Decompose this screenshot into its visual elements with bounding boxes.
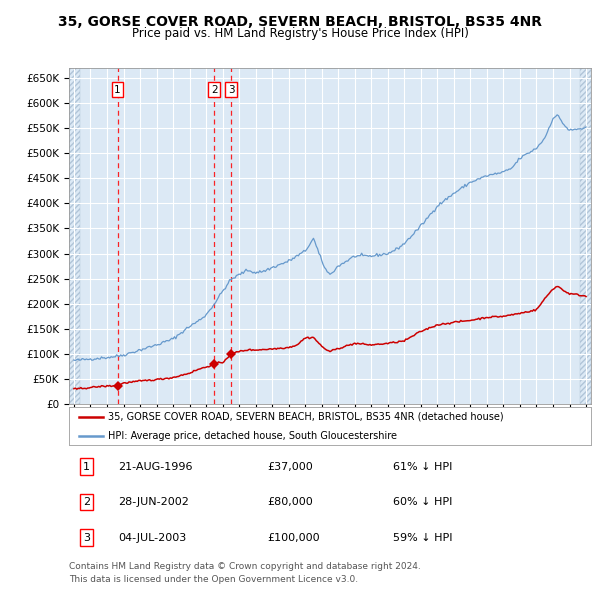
Text: 3: 3 xyxy=(83,533,90,543)
Text: Contains HM Land Registry data © Crown copyright and database right 2024.: Contains HM Land Registry data © Crown c… xyxy=(69,562,421,571)
Text: 3: 3 xyxy=(228,85,235,95)
Text: Price paid vs. HM Land Registry's House Price Index (HPI): Price paid vs. HM Land Registry's House … xyxy=(131,27,469,40)
Text: 1: 1 xyxy=(114,85,121,95)
Text: £80,000: £80,000 xyxy=(268,497,313,507)
Text: 60% ↓ HPI: 60% ↓ HPI xyxy=(392,497,452,507)
Text: HPI: Average price, detached house, South Gloucestershire: HPI: Average price, detached house, Sout… xyxy=(108,431,397,441)
Text: 2: 2 xyxy=(83,497,90,507)
Text: 2: 2 xyxy=(211,85,218,95)
Text: 04-JUL-2003: 04-JUL-2003 xyxy=(119,533,187,543)
Text: 21-AUG-1996: 21-AUG-1996 xyxy=(119,461,193,471)
Text: £37,000: £37,000 xyxy=(268,461,313,471)
Text: 35, GORSE COVER ROAD, SEVERN BEACH, BRISTOL, BS35 4NR (detached house): 35, GORSE COVER ROAD, SEVERN BEACH, BRIS… xyxy=(108,412,504,422)
Text: 35, GORSE COVER ROAD, SEVERN BEACH, BRISTOL, BS35 4NR: 35, GORSE COVER ROAD, SEVERN BEACH, BRIS… xyxy=(58,15,542,29)
Text: 61% ↓ HPI: 61% ↓ HPI xyxy=(392,461,452,471)
Text: This data is licensed under the Open Government Licence v3.0.: This data is licensed under the Open Gov… xyxy=(69,575,358,584)
Text: £100,000: £100,000 xyxy=(268,533,320,543)
Text: 28-JUN-2002: 28-JUN-2002 xyxy=(119,497,190,507)
Text: 59% ↓ HPI: 59% ↓ HPI xyxy=(392,533,452,543)
Text: 1: 1 xyxy=(83,461,90,471)
